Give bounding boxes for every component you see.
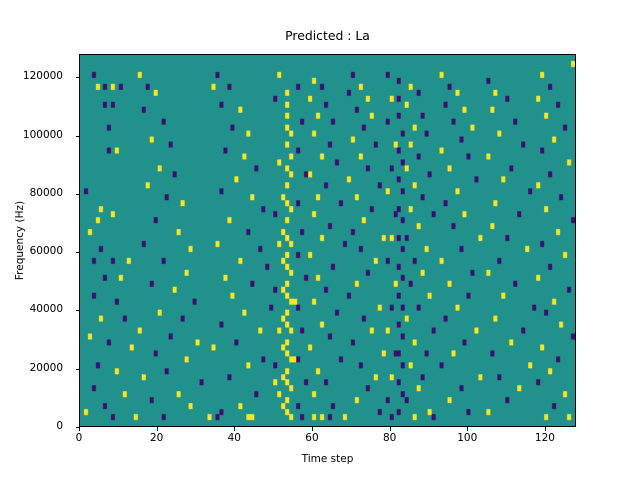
x-tick-label: 120	[534, 432, 555, 444]
x-tick-mark	[312, 427, 313, 431]
y-tick-mark	[75, 369, 79, 370]
y-tick-mark	[75, 252, 79, 253]
y-tick-mark	[75, 77, 79, 78]
y-tick-label: 100000	[22, 128, 63, 141]
x-tick-label: 40	[227, 432, 241, 444]
y-tick-mark	[75, 194, 79, 195]
x-tick-label: 80	[382, 432, 397, 444]
chart-title: Predicted : La	[285, 28, 370, 43]
x-tick-mark	[390, 427, 391, 431]
y-tick-label: 20000	[29, 361, 63, 374]
y-axis-label: Frequency (Hz)	[14, 200, 26, 281]
x-tick-mark	[467, 427, 468, 431]
y-tick-label: 40000	[29, 303, 63, 316]
y-tick-label: 80000	[29, 186, 63, 199]
x-tick-label: 60	[305, 432, 319, 444]
y-tick-label: 0	[56, 420, 63, 432]
x-tick-mark	[157, 427, 158, 431]
y-tick-mark	[75, 136, 79, 137]
x-axis-label: Time step	[301, 453, 354, 465]
y-tick-label: 60000	[29, 245, 63, 258]
x-tick-mark	[79, 427, 80, 431]
y-tick-label: 120000	[22, 70, 63, 83]
y-tick-mark	[75, 310, 79, 311]
x-tick-label: 100	[457, 432, 478, 444]
heatmap-axes	[79, 54, 576, 427]
x-tick-label: 20	[149, 432, 164, 444]
x-tick-mark	[545, 427, 546, 431]
y-tick-mark	[75, 427, 79, 428]
x-tick-label: 0	[75, 432, 83, 444]
x-tick-mark	[234, 427, 235, 431]
heatmap-canvas	[80, 55, 575, 426]
